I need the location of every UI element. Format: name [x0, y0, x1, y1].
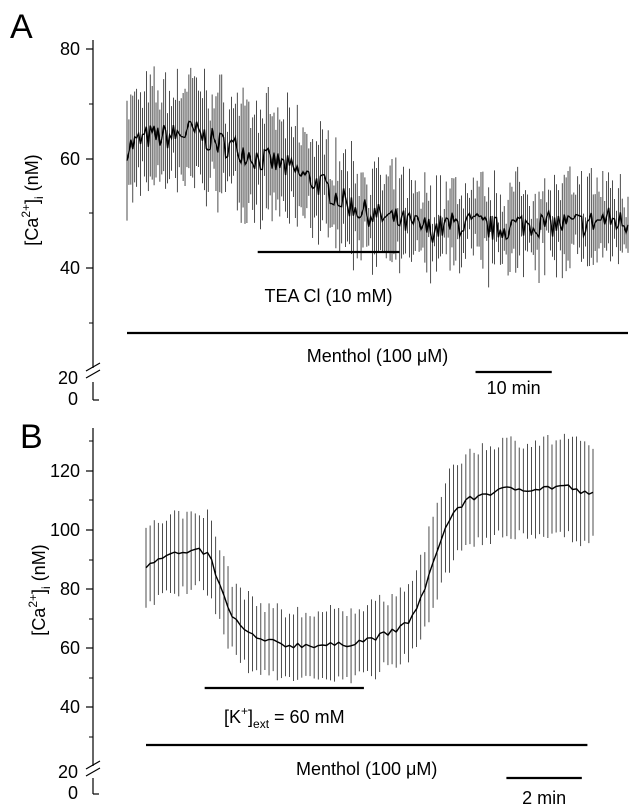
panel-a-ylabel: [Ca2+]i (nM) — [19, 154, 46, 245]
panel-b-ytick-label: 100 — [50, 520, 80, 540]
panel-b-ytick-label: 20 — [58, 762, 78, 782]
panel-a-ytick-label: 80 — [60, 39, 80, 59]
panel-b-ytick-label: 40 — [60, 697, 80, 717]
panel-b-ytick-label: 0 — [68, 783, 78, 803]
tea-label: TEA Cl (10 mM) — [264, 286, 392, 306]
high-k-label: [K+]ext = 60 mM — [224, 704, 345, 731]
panel-a-plot — [126, 66, 629, 288]
panel-b-ytick-label: 80 — [60, 579, 80, 599]
panel-b-ylabel: [Ca2+]i (nM) — [26, 544, 53, 635]
panel-a: A [Ca2+]i (nM) 80 60 40 20 0 TEA Cl (10 … — [10, 8, 629, 409]
panel-b-ytick-label: 60 — [60, 638, 80, 658]
time-scale-label: 10 min — [487, 378, 541, 398]
panel-a-axis-break — [85, 362, 101, 379]
mean-trace — [126, 120, 629, 243]
panel-b-axis-break — [85, 760, 101, 777]
panel-a-ytick-label: 20 — [58, 368, 78, 388]
menthol-label: Menthol (100 μM) — [296, 759, 437, 779]
menthol-label: Menthol (100 μM) — [307, 346, 448, 366]
panel-a-letter: A — [10, 8, 33, 46]
panel-b: B [Ca2+]i (nM) 120 100 80 60 40 20 0 [K+… — [20, 418, 594, 807]
mean-trace — [145, 484, 594, 649]
panel-a-ytick-label: 60 — [60, 149, 80, 169]
panel-a-ytick-label: 40 — [60, 258, 80, 278]
panel-a-ytick-label: 0 — [68, 389, 78, 409]
panel-b-plot — [145, 433, 594, 684]
panel-b-ytick-label: 120 — [50, 461, 80, 481]
panel-b-letter: B — [20, 418, 43, 456]
time-scale-label: 2 min — [522, 788, 566, 807]
